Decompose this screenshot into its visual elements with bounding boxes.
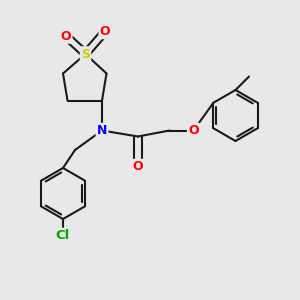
- Text: O: O: [100, 25, 110, 38]
- Text: Cl: Cl: [56, 229, 70, 242]
- Text: S: S: [81, 47, 90, 61]
- Text: O: O: [188, 124, 199, 137]
- Text: N: N: [97, 124, 107, 137]
- Text: O: O: [133, 160, 143, 173]
- Text: O: O: [61, 29, 71, 43]
